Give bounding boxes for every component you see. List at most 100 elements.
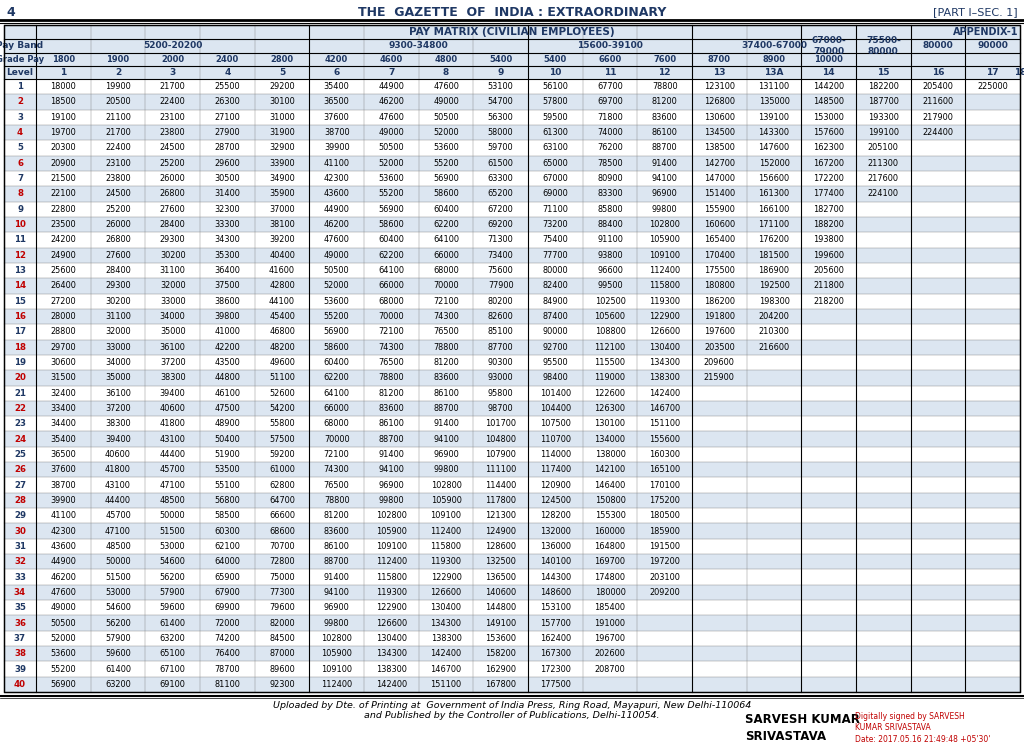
- Text: 38100: 38100: [269, 220, 295, 229]
- Text: 225000: 225000: [977, 82, 1008, 92]
- Text: 2000: 2000: [161, 55, 184, 64]
- Bar: [4, 25, 1020, 39]
- Text: 176200: 176200: [759, 236, 790, 244]
- Text: 56800: 56800: [214, 496, 241, 505]
- Text: 38300: 38300: [160, 374, 185, 382]
- Text: 15: 15: [14, 297, 26, 306]
- Text: 78800: 78800: [433, 343, 459, 352]
- Text: 27200: 27200: [50, 297, 76, 306]
- Text: 39400: 39400: [160, 388, 185, 398]
- Text: Digitally signed by SARVESH
KUMAR SRIVASTAVA
Date: 2017.05.16 21:49:48 +05'30': Digitally signed by SARVESH KUMAR SRIVAS…: [855, 712, 990, 744]
- Bar: [4, 431, 1020, 447]
- Text: 39800: 39800: [214, 312, 241, 321]
- Text: 41800: 41800: [105, 465, 131, 474]
- Text: 76500: 76500: [379, 358, 404, 367]
- Text: 22100: 22100: [50, 190, 76, 199]
- Text: 9: 9: [17, 205, 23, 214]
- Text: 58600: 58600: [433, 190, 459, 199]
- Bar: [4, 386, 1020, 400]
- Text: 175500: 175500: [703, 266, 735, 275]
- Text: 216600: 216600: [759, 343, 790, 352]
- Text: 2800: 2800: [270, 55, 294, 64]
- Text: 136000: 136000: [540, 542, 570, 551]
- Text: 144300: 144300: [540, 572, 571, 581]
- Text: and Published by the Controller of Publications, Delhi-110054.: and Published by the Controller of Publi…: [365, 710, 659, 719]
- Bar: [4, 53, 1020, 66]
- Text: 55200: 55200: [50, 664, 76, 674]
- Text: 138000: 138000: [595, 450, 626, 459]
- Bar: [4, 66, 1020, 79]
- Text: 52000: 52000: [379, 159, 404, 168]
- Text: 77700: 77700: [543, 251, 568, 260]
- Text: 98700: 98700: [487, 404, 513, 413]
- Text: 5: 5: [279, 68, 285, 77]
- Text: 47100: 47100: [160, 481, 185, 490]
- Text: 41600: 41600: [269, 266, 295, 275]
- Text: 51100: 51100: [269, 374, 295, 382]
- Text: 152000: 152000: [759, 159, 790, 168]
- Text: 11: 11: [604, 68, 616, 77]
- Text: 142100: 142100: [595, 465, 626, 474]
- Text: 51900: 51900: [214, 450, 241, 459]
- Text: 115800: 115800: [649, 281, 680, 290]
- Text: 142400: 142400: [649, 388, 680, 398]
- Text: 40600: 40600: [105, 450, 131, 459]
- Text: 180000: 180000: [595, 588, 626, 597]
- Text: 38700: 38700: [50, 481, 76, 490]
- Text: 76400: 76400: [214, 650, 241, 658]
- Text: 34400: 34400: [50, 419, 76, 428]
- Text: 197600: 197600: [703, 327, 735, 336]
- Text: 180500: 180500: [649, 512, 680, 520]
- Bar: [4, 278, 1020, 293]
- Text: 75500-
80000: 75500- 80000: [866, 36, 901, 56]
- Text: 50400: 50400: [214, 435, 241, 444]
- Text: 31100: 31100: [160, 266, 185, 275]
- Text: 69000: 69000: [543, 190, 568, 199]
- Text: 41800: 41800: [160, 419, 185, 428]
- Text: 10000: 10000: [814, 55, 843, 64]
- Text: 58000: 58000: [487, 128, 513, 137]
- Text: 153000: 153000: [813, 112, 844, 122]
- Text: 20500: 20500: [105, 98, 131, 106]
- Text: 80900: 80900: [597, 174, 623, 183]
- Bar: [4, 462, 1020, 478]
- Text: 67000-
79000: 67000- 79000: [811, 36, 846, 56]
- Text: 110700: 110700: [540, 435, 570, 444]
- Text: 47500: 47500: [214, 404, 241, 413]
- Text: 78500: 78500: [597, 159, 623, 168]
- Bar: [4, 569, 1020, 585]
- Text: 33: 33: [14, 572, 26, 581]
- Text: 155300: 155300: [595, 512, 626, 520]
- Text: 63200: 63200: [105, 680, 131, 688]
- Text: 8: 8: [17, 190, 23, 199]
- Text: 69100: 69100: [160, 680, 185, 688]
- Text: 144800: 144800: [485, 603, 516, 612]
- Text: 44900: 44900: [379, 82, 404, 92]
- Text: 7: 7: [388, 68, 394, 77]
- Text: 43100: 43100: [160, 435, 185, 444]
- Text: 160000: 160000: [595, 526, 626, 536]
- Text: 150800: 150800: [595, 496, 626, 505]
- Text: 74300: 74300: [433, 312, 459, 321]
- Text: 148500: 148500: [813, 98, 844, 106]
- Text: 87400: 87400: [543, 312, 568, 321]
- Text: 12: 12: [658, 68, 671, 77]
- Text: 25600: 25600: [50, 266, 76, 275]
- Text: 96900: 96900: [324, 603, 349, 612]
- Bar: [4, 186, 1020, 202]
- Bar: [4, 538, 1020, 554]
- Text: 211600: 211600: [923, 98, 953, 106]
- Text: 18: 18: [14, 343, 26, 352]
- Text: 40: 40: [14, 680, 26, 688]
- Text: 156600: 156600: [759, 174, 790, 183]
- Text: 37: 37: [14, 634, 26, 643]
- Text: 101700: 101700: [485, 419, 516, 428]
- Text: 71300: 71300: [487, 236, 514, 244]
- Text: 130400: 130400: [649, 343, 680, 352]
- Text: 23100: 23100: [160, 112, 185, 122]
- Bar: [4, 248, 1020, 263]
- Text: 74300: 74300: [324, 465, 349, 474]
- Text: 34: 34: [14, 588, 26, 597]
- Text: 75600: 75600: [487, 266, 514, 275]
- Text: 31000: 31000: [269, 112, 295, 122]
